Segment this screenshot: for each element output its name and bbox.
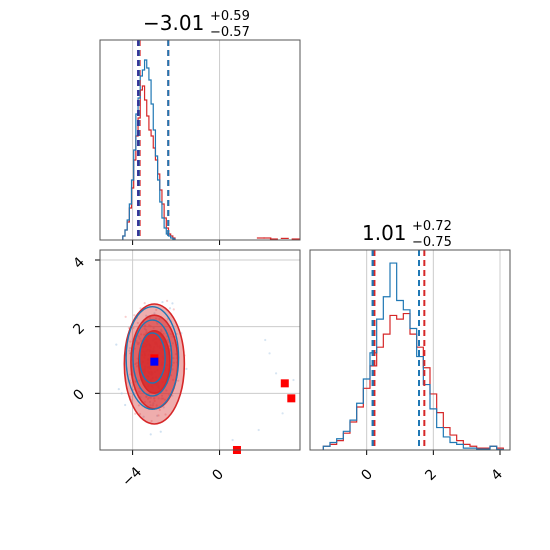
scatter-point bbox=[171, 394, 174, 397]
scatter-point bbox=[171, 302, 174, 305]
axes-frame bbox=[99, 39, 301, 241]
y-tick-label: 2 bbox=[70, 320, 88, 338]
scatter-point bbox=[157, 414, 160, 417]
panel-top-left-histogram bbox=[99, 39, 301, 245]
scatter-point bbox=[115, 343, 118, 346]
x-tick-label: 2 bbox=[422, 466, 440, 484]
scatter-point bbox=[133, 314, 136, 317]
title-bottom-right-minus: −0.75 bbox=[412, 235, 452, 250]
scatter-point bbox=[137, 404, 141, 407]
title-bottom-right-plus: +0.72 bbox=[412, 219, 452, 234]
contour-blue bbox=[138, 332, 166, 384]
bottom-left-x-ticks: −4 0 bbox=[119, 464, 227, 490]
scatter-point bbox=[149, 433, 152, 436]
marker-red bbox=[287, 394, 296, 403]
scatter-point bbox=[129, 340, 132, 343]
panel-bottom-left-scatter bbox=[95, 249, 301, 455]
scatter-point bbox=[132, 326, 135, 329]
scatter-point bbox=[142, 415, 145, 418]
scatter-point bbox=[145, 314, 148, 317]
scatter-point bbox=[150, 419, 153, 423]
marker-red bbox=[280, 379, 289, 388]
scatter-point bbox=[292, 378, 295, 382]
scatter-point bbox=[281, 412, 284, 415]
marker-blue bbox=[150, 357, 159, 366]
scatter-point bbox=[153, 312, 156, 315]
scatter-point bbox=[128, 349, 131, 352]
scatter-point bbox=[264, 338, 267, 342]
axes-frame bbox=[99, 249, 301, 451]
title-top-left-plus: +0.59 bbox=[210, 9, 250, 24]
scatter-point bbox=[164, 413, 167, 416]
bottom-left-y-ticks: 0 2 4 bbox=[70, 254, 88, 404]
scatter-point bbox=[177, 379, 180, 382]
histogram-red bbox=[122, 85, 176, 240]
scatter-point bbox=[124, 315, 127, 318]
scatter-point bbox=[165, 299, 169, 302]
scatter-point bbox=[143, 302, 146, 305]
scatter-point bbox=[185, 367, 188, 370]
scatter-point bbox=[172, 308, 175, 311]
scatter-point bbox=[268, 352, 271, 355]
scatter-point bbox=[162, 406, 165, 409]
title-top-left-value: −3.01 bbox=[143, 11, 204, 35]
x-tick-label: 4 bbox=[488, 466, 506, 484]
y-tick-label: 0 bbox=[70, 386, 88, 404]
scatter-point bbox=[158, 408, 161, 412]
scatter-point bbox=[274, 372, 278, 375]
scatter-point bbox=[168, 307, 172, 310]
title-bottom-right: 1.01 +0.72 −0.75 bbox=[362, 219, 452, 250]
title-top-left-minus: −0.57 bbox=[210, 25, 250, 40]
scatter-point bbox=[132, 388, 135, 391]
scatter-point bbox=[129, 347, 132, 350]
x-tick-label: 0 bbox=[358, 466, 376, 484]
scatter-point bbox=[134, 412, 137, 415]
histogram-blue bbox=[122, 59, 176, 240]
scatter-point bbox=[124, 403, 127, 407]
contour-blue bbox=[132, 319, 173, 397]
x-tick-label: −4 bbox=[119, 464, 145, 490]
scatter-point bbox=[138, 412, 142, 416]
axes-frame bbox=[309, 249, 511, 451]
scatter-point bbox=[231, 438, 234, 442]
x-tick-label: 0 bbox=[209, 466, 227, 484]
scatter-point bbox=[120, 392, 123, 395]
scatter-point bbox=[136, 321, 139, 325]
bottom-right-x-ticks: 0 2 4 bbox=[358, 466, 506, 484]
scatter-point bbox=[257, 428, 260, 432]
scatter-point bbox=[117, 388, 120, 391]
scatter-point bbox=[159, 430, 162, 433]
histogram-blue bbox=[322, 262, 504, 451]
scatter-point bbox=[161, 300, 164, 304]
title-top-left: −3.01 +0.59 −0.57 bbox=[143, 9, 250, 40]
scatter-point bbox=[155, 308, 158, 311]
contour-blue bbox=[125, 305, 180, 411]
panel-bottom-right-histogram bbox=[309, 249, 511, 455]
title-bottom-right-value: 1.01 bbox=[362, 221, 407, 245]
y-tick-label: 4 bbox=[70, 254, 88, 272]
